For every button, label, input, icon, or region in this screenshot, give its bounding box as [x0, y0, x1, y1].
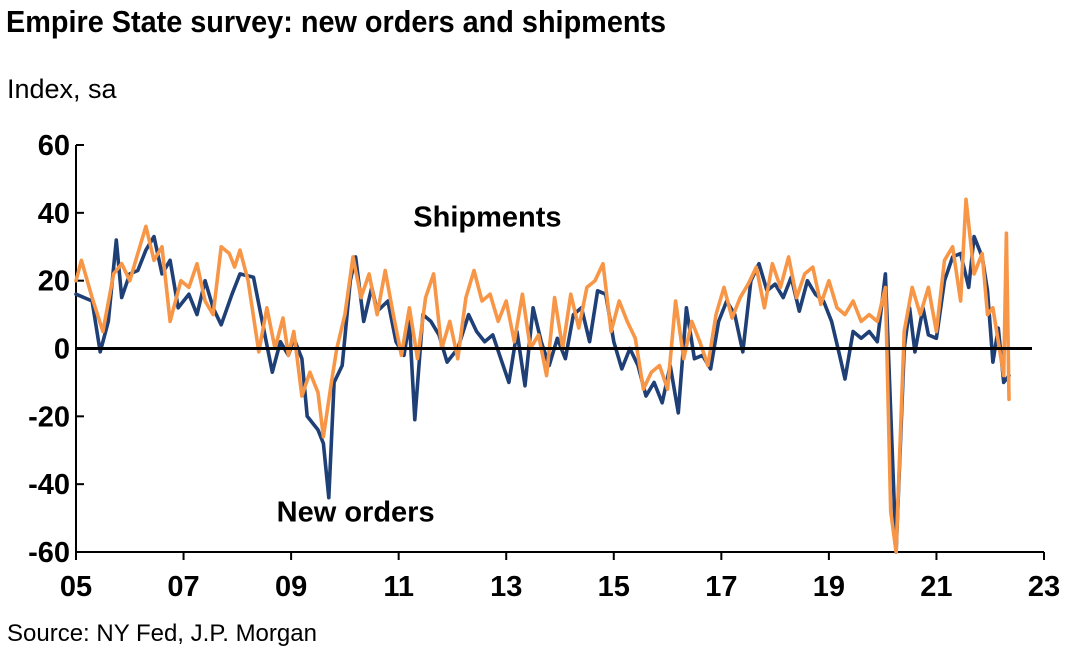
x-tick-label: 07 — [167, 571, 199, 603]
x-tick-label: 15 — [598, 571, 630, 603]
x-tick-label: 13 — [490, 571, 522, 603]
y-tick-label: -40 — [28, 469, 70, 501]
x-tick-label: 23 — [1028, 571, 1060, 603]
x-tick-label: 11 — [383, 571, 414, 603]
annotation-shipments: Shipments — [413, 201, 561, 233]
x-tick-label: 05 — [60, 571, 92, 603]
x-tick-label: 17 — [705, 571, 737, 603]
y-axis-unit-label: Index, sa — [7, 74, 117, 104]
y-tick-label: 60 — [38, 130, 70, 162]
series-line-shipments — [74, 197, 1011, 554]
y-tick-label: -20 — [28, 401, 70, 433]
annotation-new-orders: New orders — [277, 496, 435, 528]
x-tick-label: 19 — [813, 571, 845, 603]
plot-series — [74, 197, 1032, 554]
y-tick-label: -60 — [28, 537, 70, 569]
y-tick-label: 20 — [38, 266, 70, 298]
source-note: Source: NY Fed, J.P. Morgan — [7, 620, 317, 647]
y-tick-label: 40 — [38, 198, 70, 230]
x-tick-label: 09 — [275, 571, 307, 603]
chart-title: Empire State survey: new orders and ship… — [6, 4, 667, 39]
x-tick-label: 21 — [920, 571, 952, 603]
series-line-new-orders — [74, 234, 1011, 554]
plot-annotations: Shipments New orders — [277, 201, 562, 528]
y-tick-label: 0 — [54, 334, 70, 366]
